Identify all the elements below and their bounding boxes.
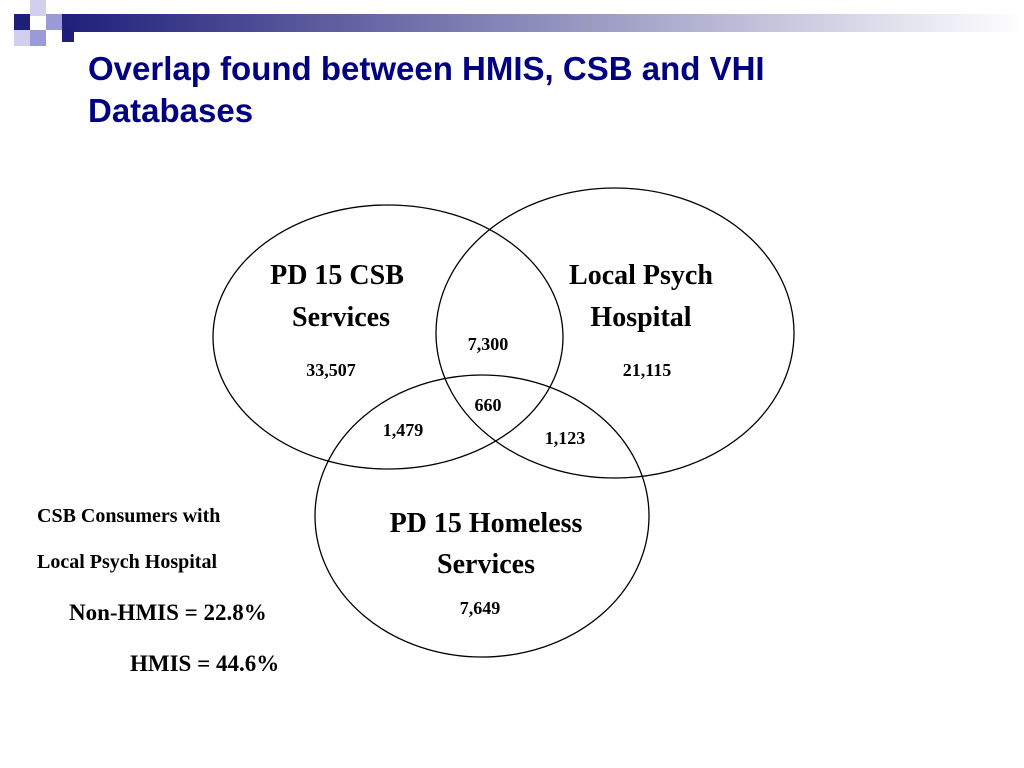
decoration-square bbox=[30, 30, 46, 46]
homeless-services-label-line1: PD 15 Homeless bbox=[390, 508, 583, 539]
homeless-services-circle bbox=[314, 374, 650, 658]
local-psych-hospital-only-count: 21,115 bbox=[623, 360, 672, 380]
homeless-services-label-line2: Services bbox=[437, 549, 535, 580]
decoration-bar bbox=[62, 14, 1024, 32]
local-psych-hospital-label-line2: Hospital bbox=[590, 302, 691, 333]
local-psych-hospital-circle bbox=[435, 187, 795, 479]
csb-psych-overlap-count: 7,300 bbox=[468, 334, 509, 354]
title-decoration bbox=[14, 0, 1024, 46]
hmis-percentage: HMIS = 44.6% bbox=[130, 651, 280, 676]
slide-title: Overlap found between HMIS, CSB and VHI … bbox=[88, 48, 968, 132]
csb-services-label-line2: Services bbox=[292, 302, 390, 333]
csb-services-only-count: 33,507 bbox=[306, 360, 356, 380]
decoration-square bbox=[14, 14, 30, 30]
decoration-square bbox=[46, 14, 62, 30]
decoration-square bbox=[14, 30, 30, 46]
note-line1: CSB Consumers with bbox=[37, 505, 221, 527]
slide-title-line1: Overlap found between HMIS, CSB and VHI bbox=[88, 50, 765, 87]
psych-homeless-overlap-count: 1,123 bbox=[545, 428, 586, 448]
csb-services-label-line1: PD 15 CSB bbox=[270, 260, 404, 291]
decoration-square bbox=[30, 0, 46, 16]
homeless-services-only-count: 7,649 bbox=[460, 598, 501, 618]
note-line2: Local Psych Hospital bbox=[37, 551, 218, 573]
local-psych-hospital-label-line1: Local Psych bbox=[569, 260, 713, 291]
csb-homeless-overlap-count: 1,479 bbox=[383, 420, 424, 440]
all-three-overlap-count: 660 bbox=[475, 395, 502, 415]
csb-services-circle bbox=[212, 204, 564, 470]
slide-title-line2: Databases bbox=[88, 92, 254, 129]
non-hmis-percentage: Non-HMIS = 22.8% bbox=[69, 600, 267, 625]
decoration-square bbox=[62, 30, 74, 42]
